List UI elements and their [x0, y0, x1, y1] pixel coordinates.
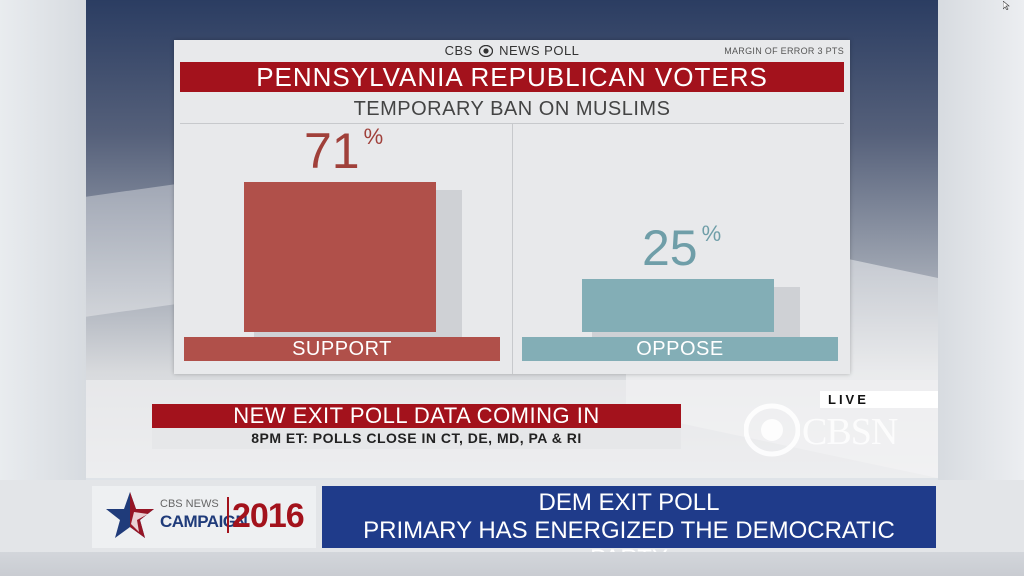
cbsn-logo: CBSN	[744, 400, 914, 460]
chart-subtitle: TEMPORARY BAN ON MUSLIMS	[353, 98, 671, 120]
ticker: NEW EXIT POLL DATA COMING IN 8PM ET: POL…	[152, 404, 681, 449]
cbs-eye-logo-icon	[744, 403, 800, 457]
campaign-star-icon	[106, 492, 154, 538]
brand-right: NEWS POLL	[499, 43, 580, 58]
margin-of-error: MARGIN OF ERROR 3 PTS	[724, 46, 844, 56]
poll-brand: CBS NEWS POLL	[174, 43, 850, 58]
frame-right	[938, 0, 1024, 480]
lower-third-headline: DEM EXIT POLL PRIMARY HAS ENERGIZED THE …	[322, 486, 936, 572]
cbs-eye-icon	[478, 45, 493, 57]
campaign-logo-network: CBS NEWS	[160, 498, 219, 510]
mouse-cursor-icon	[1003, 1, 1010, 10]
campaign-logo-separator	[227, 497, 229, 533]
headline-line1: DEM EXIT POLL	[538, 489, 720, 516]
value-label-oppose: 25%	[642, 220, 722, 276]
live-badge: LIVE	[820, 391, 938, 408]
bottom-strip	[0, 552, 1024, 576]
campaign-logo-label: CAMPAIGN	[160, 512, 248, 531]
campaign-logo-year: 2016	[232, 497, 305, 535]
ticker-headline: NEW EXIT POLL DATA COMING IN	[152, 404, 681, 428]
category-label-oppose: OPPOSE	[522, 337, 838, 361]
bar-oppose	[582, 279, 774, 332]
bar-chart: 71% SUPPORT 25% OPPOSE	[174, 40, 850, 374]
cbsn-wordmark: CBSN	[802, 411, 898, 453]
ticker-subline: 8PM ET: POLLS CLOSE IN CT, DE, MD, PA & …	[152, 428, 681, 449]
poll-graphic: CBS NEWS POLL MARGIN OF ERROR 3 PTS PENN…	[174, 40, 850, 374]
subtitle-rule	[180, 123, 844, 124]
bar-support	[244, 182, 436, 332]
frame-left	[0, 0, 86, 480]
brand-left: CBS	[444, 43, 473, 58]
column-divider	[512, 124, 513, 374]
chart-title: PENNSYLVANIA REPUBLICAN VOTERS	[180, 62, 844, 92]
category-label-support: SUPPORT	[184, 337, 500, 361]
value-label-support: 71%	[304, 123, 384, 179]
